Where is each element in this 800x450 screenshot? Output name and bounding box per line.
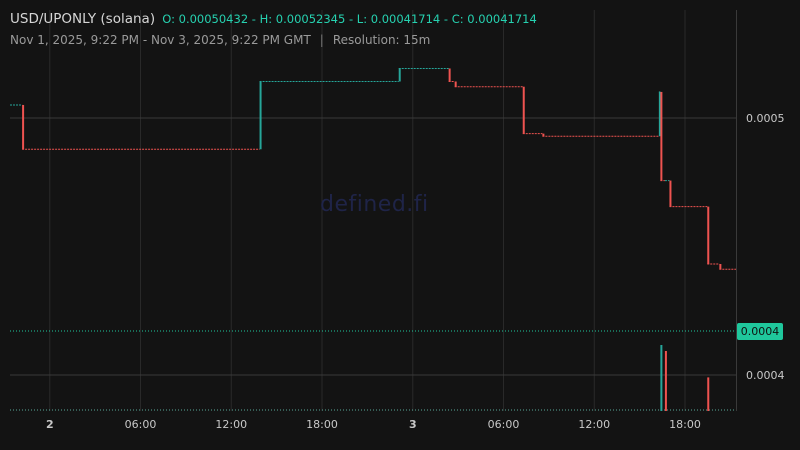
volume-series <box>660 345 710 411</box>
ohlc-readout: O: 0.00050432 - H: 0.00052345 - L: 0.000… <box>162 12 537 26</box>
high-label: H: <box>259 12 273 26</box>
x-tick-label: 3 <box>409 418 417 431</box>
reference-lines <box>10 330 736 411</box>
open-value: 0.00050432 <box>178 12 249 26</box>
x-tick-label: 18:00 <box>669 418 701 431</box>
low-label: L: <box>356 12 368 26</box>
pair-name: USD/UPONLY (solana) <box>10 11 156 27</box>
x-tick-label: 12:00 <box>578 418 610 431</box>
chart-subheader: Nov 1, 2025, 9:22 PM - Nov 3, 2025, 9:22… <box>10 33 430 47</box>
close-label: C: <box>451 12 464 26</box>
volume-bar <box>707 377 710 411</box>
date-range: Nov 1, 2025, 9:22 PM - Nov 3, 2025, 9:22… <box>10 33 311 47</box>
candle-body <box>448 68 451 82</box>
x-tick-label: 12:00 <box>215 418 247 431</box>
candle-series <box>10 67 736 270</box>
volume-bar <box>660 345 663 411</box>
open-label: O: <box>162 12 175 26</box>
candle-body <box>259 81 262 150</box>
separator: | <box>319 33 324 47</box>
candle-body <box>22 104 25 150</box>
candle-body <box>522 86 525 134</box>
high-value: 0.00052345 <box>275 12 346 26</box>
x-tick-label: 18:00 <box>306 418 338 431</box>
candle-body <box>669 180 672 207</box>
candle-body <box>398 68 401 82</box>
y-tick-label: 0.0004 <box>746 369 785 382</box>
x-axis: 2 06:00 12:00 18:00 3 06:00 12:00 18:00 <box>46 418 701 431</box>
x-tick-label: 06:00 <box>488 418 520 431</box>
candle-body <box>542 133 545 137</box>
close-value: 0.00041714 <box>467 12 537 26</box>
x-tick-label: 06:00 <box>125 418 157 431</box>
y-tick-label: 0.0005 <box>746 112 785 125</box>
candle-body <box>454 81 457 87</box>
low-value: 0.00041714 <box>370 12 441 26</box>
chart-header: USD/UPONLY (solana) O: 0.00050432 - H: 0… <box>10 11 537 27</box>
candle-body <box>660 91 663 181</box>
resolution-label: Resolution: 15m <box>332 33 431 47</box>
grid-lines <box>10 10 737 411</box>
candle-body <box>707 206 710 264</box>
candle-body <box>719 263 722 270</box>
current-price-tag: 0.0004 <box>737 323 783 340</box>
volume-bar <box>664 351 667 411</box>
watermark-logo: defined.fi <box>320 192 429 217</box>
y-axis: 0.0005 0.0004 <box>746 112 785 382</box>
x-tick-label: 2 <box>46 418 54 431</box>
candle-body <box>658 91 661 137</box>
